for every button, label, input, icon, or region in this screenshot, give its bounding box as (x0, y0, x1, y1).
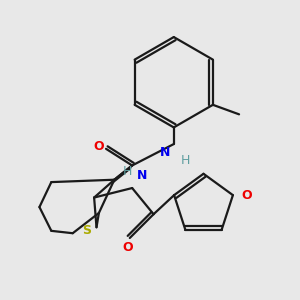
Text: O: O (94, 140, 104, 153)
Text: O: O (122, 241, 133, 254)
Text: H: H (123, 165, 132, 178)
Text: H: H (181, 154, 190, 166)
Text: N: N (137, 169, 147, 182)
Text: S: S (82, 224, 91, 237)
Text: N: N (160, 146, 170, 159)
Text: O: O (241, 189, 252, 202)
